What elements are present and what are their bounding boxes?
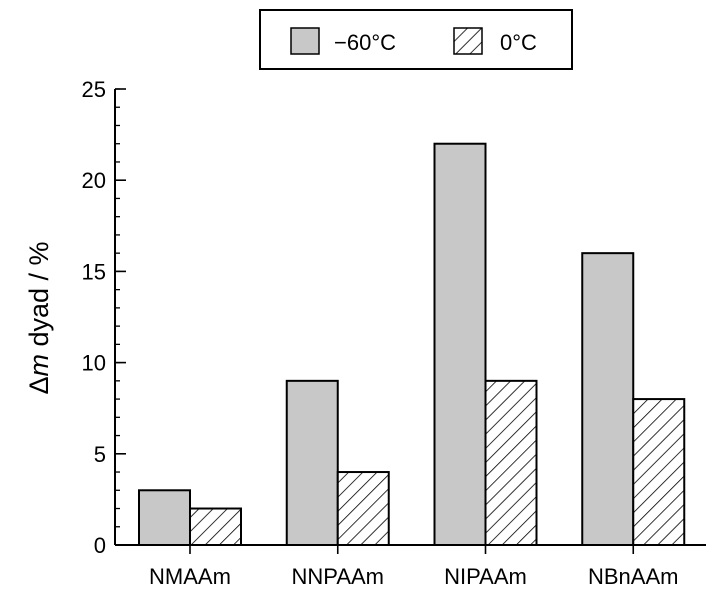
- bar-2-nnpaam: [338, 472, 389, 545]
- x-tick-label: NIPAAm: [444, 564, 527, 589]
- y-tick-label: 10: [82, 351, 106, 376]
- bar-2-nipaam: [486, 381, 537, 545]
- bar-1-nnpaam: [287, 381, 338, 545]
- bar-1-nmaam: [139, 490, 190, 545]
- x-tick-label: NMAAm: [149, 564, 231, 589]
- legend-swatch-series-2: [454, 28, 482, 54]
- x-tick-label: NBnAAm: [588, 564, 678, 589]
- bar-2-nbnaam: [633, 399, 684, 545]
- legend-label-series-1: −60°C: [334, 30, 396, 55]
- y-axis-title: Δm dyad / %: [24, 241, 54, 394]
- bar-1-nbnaam: [582, 253, 633, 545]
- plot-area: 0 5 10 15 20 25 NMAAm NNPAAm NIPAAm NBnAAm: [82, 77, 706, 589]
- y-tick-label: 0: [94, 533, 106, 558]
- bar-1-nipaam: [435, 144, 486, 545]
- y-tick-label: 5: [94, 442, 106, 467]
- legend-swatch-series-1: [291, 28, 319, 54]
- legend: −60°C 0°C: [260, 10, 572, 69]
- y-tick-label: 15: [82, 259, 106, 284]
- legend-label-series-2: 0°C: [500, 30, 537, 55]
- y-tick-label: 20: [82, 168, 106, 193]
- y-tick-label: 25: [82, 77, 106, 102]
- bar-2-nmaam: [190, 509, 241, 545]
- x-tick-label: NNPAAm: [292, 564, 385, 589]
